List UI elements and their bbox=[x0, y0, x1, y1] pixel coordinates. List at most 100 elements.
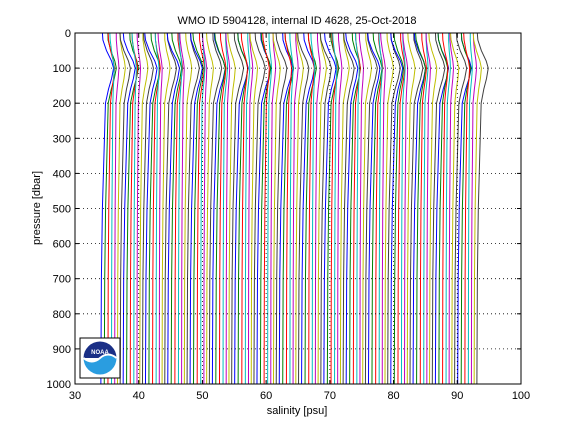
profile-line bbox=[166, 33, 180, 384]
profile-line bbox=[192, 33, 204, 384]
profile-line bbox=[317, 33, 327, 384]
profile-line bbox=[310, 33, 316, 384]
profile-line bbox=[415, 33, 426, 384]
profile-line bbox=[301, 33, 316, 384]
profile-line bbox=[144, 33, 158, 384]
x-tick-label: 80 bbox=[387, 390, 399, 402]
profile-line bbox=[278, 33, 294, 384]
profile-line bbox=[390, 33, 404, 384]
y-tick-label: 200 bbox=[53, 98, 71, 110]
profile-line bbox=[214, 33, 226, 384]
profile-line bbox=[472, 33, 482, 384]
profile-line bbox=[445, 33, 451, 384]
profile-line bbox=[154, 33, 160, 384]
profile-line bbox=[100, 33, 115, 384]
profile-line bbox=[319, 33, 332, 384]
profile-line bbox=[206, 33, 214, 384]
profile-line bbox=[170, 33, 183, 384]
profile-line bbox=[227, 33, 236, 384]
y-tick-label: 1000 bbox=[47, 379, 71, 391]
profile-line bbox=[412, 33, 427, 384]
profile-line bbox=[200, 33, 206, 384]
x-tick-label: 40 bbox=[133, 390, 145, 402]
x-tick-label: 70 bbox=[324, 390, 336, 402]
profile-line bbox=[122, 33, 136, 384]
profile-line bbox=[470, 33, 478, 384]
profile-line bbox=[253, 33, 266, 384]
profile-line bbox=[419, 33, 427, 384]
x-axis-label: salinity [psu] bbox=[267, 405, 328, 417]
profile-line bbox=[428, 33, 438, 384]
profile-line bbox=[345, 33, 359, 384]
y-tick-label: 700 bbox=[53, 274, 71, 286]
profile-line bbox=[364, 33, 378, 384]
profile-line bbox=[402, 33, 409, 384]
profile-line bbox=[423, 33, 429, 384]
profile-line bbox=[107, 33, 116, 384]
x-tick-label: 60 bbox=[260, 390, 272, 402]
profile-line bbox=[454, 33, 468, 384]
profile-line bbox=[179, 33, 185, 384]
profile-line bbox=[450, 33, 460, 384]
profile-line bbox=[272, 33, 281, 384]
y-tick-label: 600 bbox=[53, 239, 71, 251]
profile-line bbox=[349, 33, 362, 384]
profile-line bbox=[244, 33, 251, 384]
profile-line bbox=[189, 33, 203, 384]
profile-line bbox=[225, 33, 231, 384]
profile-line bbox=[218, 33, 227, 384]
profile-line bbox=[297, 33, 310, 384]
profile-line bbox=[307, 33, 315, 384]
profile-line bbox=[164, 33, 178, 384]
profile-line bbox=[289, 33, 294, 384]
y-axis-label: pressure [dbar] bbox=[31, 171, 43, 245]
profile-line bbox=[378, 33, 383, 384]
profile-line bbox=[136, 33, 142, 384]
profile-line bbox=[157, 33, 163, 384]
profile-line bbox=[384, 33, 394, 384]
y-tick-label: 300 bbox=[53, 133, 71, 145]
profile-line bbox=[400, 33, 406, 384]
y-tick-label: 400 bbox=[53, 168, 71, 180]
profile-line bbox=[141, 33, 154, 384]
profile-line bbox=[437, 33, 449, 384]
profile-line bbox=[354, 33, 360, 384]
grid-layer bbox=[75, 33, 521, 384]
profile-line bbox=[161, 33, 171, 384]
logo-bottom-half bbox=[83, 354, 117, 375]
profile-line bbox=[262, 33, 270, 384]
profile-line bbox=[196, 33, 206, 384]
profile-line bbox=[270, 33, 277, 384]
profile-line bbox=[231, 33, 245, 384]
profile-line bbox=[284, 33, 293, 384]
profile-line bbox=[342, 33, 355, 384]
profile-line bbox=[208, 33, 223, 384]
profile-line bbox=[222, 33, 229, 384]
y-tick-label: 0 bbox=[65, 28, 71, 40]
profile-line bbox=[367, 33, 381, 384]
profile-line bbox=[186, 33, 200, 384]
profile-line bbox=[249, 33, 259, 384]
profile-line bbox=[240, 33, 249, 384]
chart-title: WMO ID 5904128, internal ID 4628, 25-Oct… bbox=[177, 15, 416, 27]
profile-line bbox=[393, 33, 405, 384]
profile-line bbox=[371, 33, 383, 384]
profile-line bbox=[148, 33, 161, 384]
profile-line bbox=[109, 33, 115, 384]
profile-line bbox=[409, 33, 424, 384]
profile-line bbox=[295, 33, 304, 384]
profile-line bbox=[406, 33, 416, 384]
noaa-logo: NOAA bbox=[79, 337, 121, 379]
profile-line bbox=[448, 33, 455, 384]
profile-line bbox=[247, 33, 254, 384]
x-tick-label: 100 bbox=[512, 390, 530, 402]
y-tick-label: 500 bbox=[53, 204, 71, 216]
profile-line bbox=[339, 33, 350, 384]
profile-line bbox=[337, 33, 343, 384]
profile-line bbox=[119, 33, 131, 384]
profile-line bbox=[425, 33, 431, 384]
x-tick-label: 30 bbox=[69, 390, 81, 402]
profile-line bbox=[314, 33, 321, 384]
